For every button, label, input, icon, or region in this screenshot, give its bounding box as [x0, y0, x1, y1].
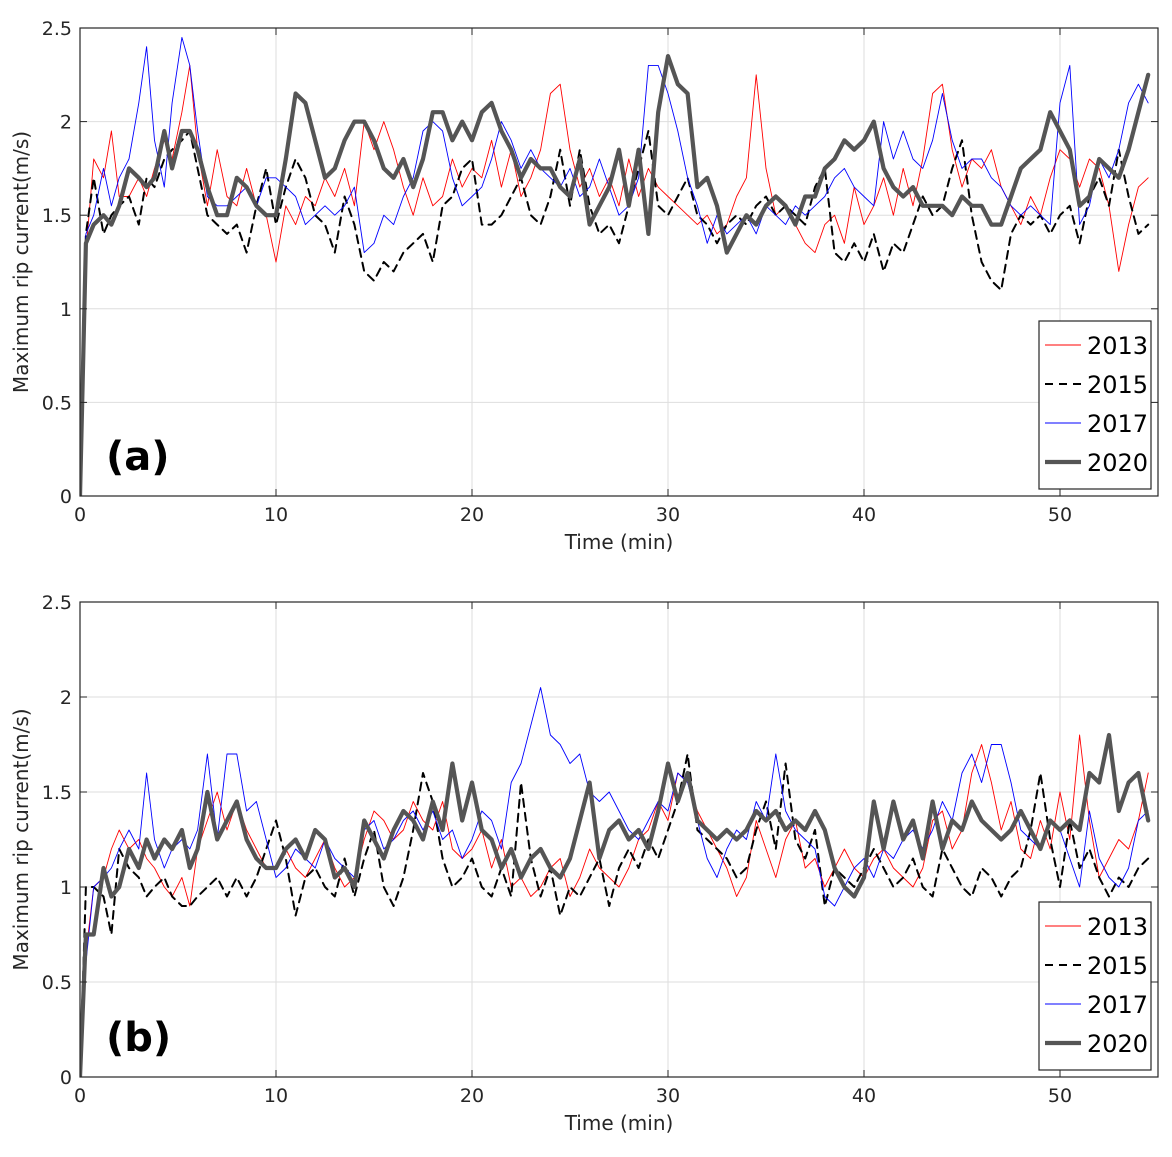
panel-a-legend-label-2020: 2020	[1087, 449, 1148, 477]
panel-b-series-2017	[80, 687, 1149, 1077]
panel-b-y-tick-label: 1.5	[42, 782, 72, 804]
panel-b-series-group	[80, 687, 1151, 1077]
panel-a-x-tick-label: 20	[460, 504, 484, 526]
panel-b-legend: 2013 2015 2017 2020	[1038, 901, 1152, 1071]
panel-a: 0 10 20 30 40 50 0 0.5 1 1.5 2 2.5 Time (min) Maximum…	[9, 18, 1159, 554]
panel-b-y-tick-label: 0.5	[42, 972, 72, 994]
panel-a-y-tick-label: 2.5	[42, 18, 72, 40]
panel-a-legend: 2013 2015 2017 2020	[1038, 320, 1152, 490]
panel-a-x-axis-label: Time (min)	[564, 530, 674, 554]
panel-b-series-2013	[80, 734, 1149, 1077]
panel-a-series-2020	[80, 54, 1151, 496]
panel-b-x-tick-label: 30	[656, 1085, 680, 1107]
panel-b-y-tick-label: 1	[60, 877, 72, 899]
panel-a-x-tick-label: 0	[74, 504, 86, 526]
panel-b-y-axis-label: Maximum rip current(m/s)	[9, 708, 33, 970]
panel-b-x-tick-label: 0	[74, 1085, 86, 1107]
panel-a-x-tick-label: 50	[1048, 504, 1072, 526]
panel-b-y-tick-label: 2.5	[42, 592, 72, 614]
panel-a-y-tick-label: 2	[60, 112, 72, 134]
panel-b-legend-label-2017: 2017	[1087, 991, 1148, 1019]
panel-a-series-2017	[80, 36, 1149, 496]
panel-a-legend-label-2013: 2013	[1087, 332, 1148, 360]
panel-b-y-tick-label: 0	[60, 1067, 72, 1089]
panel-b-legend-label-2020: 2020	[1087, 1030, 1148, 1058]
panel-a-y-tick-label: 0.5	[42, 392, 72, 414]
panel-b-y-tick-label: 2	[60, 687, 72, 709]
panel-a-series-2013	[80, 64, 1149, 496]
panel-a-legend-label-2015: 2015	[1087, 371, 1148, 399]
panel-a-y-tick-label: 1	[60, 299, 72, 321]
panel-b-x-tick-label: 20	[460, 1085, 484, 1107]
panel-a-y-tick-label: 0	[60, 486, 72, 508]
panel-a-legend-label-2017: 2017	[1087, 410, 1148, 438]
panel-b-axes-box	[79, 601, 1159, 1078]
panel-a-x-tick-label: 40	[852, 504, 876, 526]
panel-a-y-axis-label: Maximum rip current(m/s)	[9, 131, 33, 393]
panel-b-x-tick-label: 10	[264, 1085, 288, 1107]
panel-a-x-tick-label: 30	[656, 504, 680, 526]
panel-b-series-2015	[80, 753, 1150, 1077]
panel-b-panel-label: (b)	[106, 1015, 171, 1061]
panel-b-x-axis-label: Time (min)	[564, 1111, 674, 1135]
panel-a-series-2015	[80, 130, 1150, 496]
panel-a-series-group	[80, 36, 1151, 496]
panel-a-y-tick-label: 1.5	[42, 205, 72, 227]
panel-b-legend-label-2015: 2015	[1087, 952, 1148, 980]
panel-a-x-tick-label: 10	[264, 504, 288, 526]
panel-a-axes-box	[79, 27, 1159, 497]
panel-b-series-2020	[80, 732, 1151, 1077]
panel-b-x-tick-label: 40	[852, 1085, 876, 1107]
panel-b-legend-label-2013: 2013	[1087, 913, 1148, 941]
panel-b-x-tick-label: 50	[1048, 1085, 1072, 1107]
panel-b: 0 10 20 30 40 50 0 0.5 1 1.5 2 2.5 Time (min) Maximum…	[9, 592, 1159, 1135]
panel-a-panel-label: (a)	[106, 434, 170, 480]
